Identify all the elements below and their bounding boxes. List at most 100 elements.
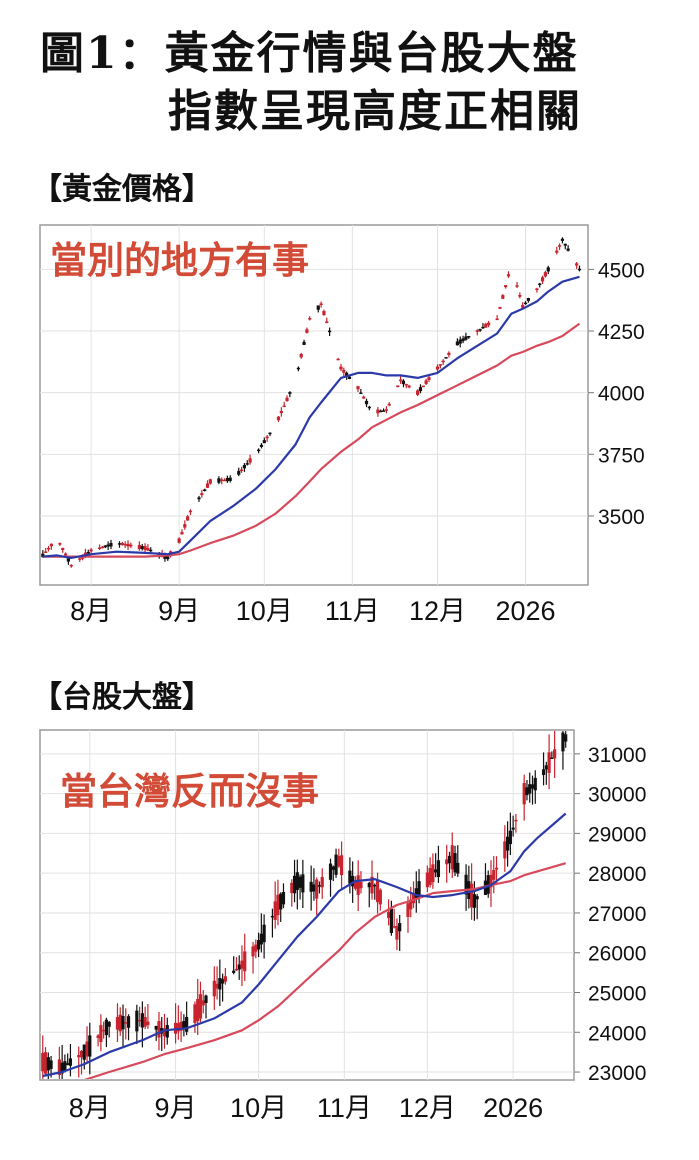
y-tick-label: 24000 xyxy=(588,1022,646,1045)
candle-body xyxy=(444,357,448,359)
candle-body xyxy=(201,1000,205,1006)
candle-body xyxy=(387,403,391,406)
candle-body xyxy=(550,757,554,759)
plot-frame xyxy=(39,224,589,586)
candle-body xyxy=(115,1017,120,1030)
candle-body xyxy=(225,478,229,482)
candle-body xyxy=(66,1063,70,1066)
candle-body xyxy=(486,875,490,894)
candle-body xyxy=(406,903,410,917)
candle-body xyxy=(276,416,281,421)
candle-body xyxy=(49,543,53,547)
candle-body xyxy=(262,924,266,943)
candle-body xyxy=(438,364,442,366)
candle-body xyxy=(506,274,511,277)
candle-body xyxy=(362,396,366,399)
candle-body xyxy=(268,432,272,435)
candle-body xyxy=(375,880,380,903)
candle-body xyxy=(222,479,227,482)
candle-body xyxy=(57,1059,61,1075)
candle-body xyxy=(44,551,48,553)
candle-body xyxy=(129,544,133,547)
candle-body xyxy=(186,516,190,521)
candle-body xyxy=(515,285,519,287)
candle-body xyxy=(102,1029,106,1032)
candle-body xyxy=(540,277,545,282)
candle-body xyxy=(188,510,193,513)
candle-body xyxy=(135,1010,139,1032)
candle-body xyxy=(561,732,565,752)
candle-body xyxy=(58,543,62,545)
candle-body xyxy=(508,830,512,845)
candle-body xyxy=(103,545,107,548)
candle-body xyxy=(392,926,396,928)
candle-body xyxy=(257,449,261,452)
candle-body xyxy=(78,558,82,560)
y-tick-label: 30000 xyxy=(588,784,646,807)
candle-body xyxy=(295,872,299,891)
candle-body xyxy=(82,1044,86,1060)
candle-body xyxy=(205,483,210,488)
taiex-label: 【台股大盤】 xyxy=(32,680,212,715)
candle-body xyxy=(243,951,247,972)
candle-body xyxy=(472,894,476,908)
candle-body xyxy=(560,238,565,241)
candle-body xyxy=(353,881,358,889)
candle-body xyxy=(384,409,389,411)
candle-body xyxy=(281,892,286,905)
candle-body xyxy=(345,372,349,377)
candle-body xyxy=(503,841,507,859)
candle-body xyxy=(505,836,510,851)
candle-body xyxy=(177,538,181,543)
y-tick-label: 27000 xyxy=(588,903,646,926)
chart-annotation: 當台灣反而沒事 xyxy=(60,770,319,813)
y-tick-label: 3500 xyxy=(598,506,645,529)
candle-body xyxy=(68,1058,73,1066)
candle-body xyxy=(234,968,239,971)
candle-body xyxy=(212,980,216,997)
candle-body xyxy=(66,558,70,562)
x-tick-label: 9月 xyxy=(155,1093,197,1123)
candle-body xyxy=(118,1014,122,1032)
candle-body xyxy=(273,901,277,920)
candle-body xyxy=(334,854,338,875)
candle-body xyxy=(63,1061,67,1071)
x-tick-label: 12月 xyxy=(409,596,466,626)
candle-body xyxy=(49,1060,53,1069)
candle-body xyxy=(99,1025,103,1043)
x-tick-label: 8月 xyxy=(70,596,112,626)
candle-body xyxy=(143,546,147,550)
candle-body xyxy=(555,250,559,253)
candle-body xyxy=(63,553,68,556)
candle-body xyxy=(88,1035,92,1057)
candle-body xyxy=(85,1041,89,1057)
candle-body xyxy=(417,881,421,899)
candle-body xyxy=(198,994,203,1019)
y-tick-label: 23000 xyxy=(588,1062,646,1085)
candle-body xyxy=(342,369,346,373)
candle-body xyxy=(525,787,529,796)
candle-body xyxy=(322,311,326,316)
candle-body xyxy=(528,784,532,794)
candle-body xyxy=(123,543,127,546)
candle-body xyxy=(494,867,499,870)
candle-body xyxy=(356,875,360,895)
candle-body xyxy=(389,908,393,934)
candle-body xyxy=(165,1025,169,1038)
candle-body xyxy=(109,543,113,547)
candle-body xyxy=(523,302,528,305)
candle-body xyxy=(441,360,445,363)
candle-body xyxy=(46,1057,50,1071)
candle-body xyxy=(478,329,482,331)
candle-body xyxy=(328,863,333,880)
candle-body xyxy=(182,1021,186,1030)
candle-body xyxy=(563,243,567,246)
candle-body xyxy=(193,1004,197,1023)
candle-body xyxy=(359,392,363,394)
candle-body xyxy=(521,305,525,308)
candle-body xyxy=(481,326,485,329)
candle-body xyxy=(180,532,184,535)
candle-body xyxy=(242,464,247,469)
candle-body xyxy=(530,784,535,789)
candle-body xyxy=(166,556,170,560)
